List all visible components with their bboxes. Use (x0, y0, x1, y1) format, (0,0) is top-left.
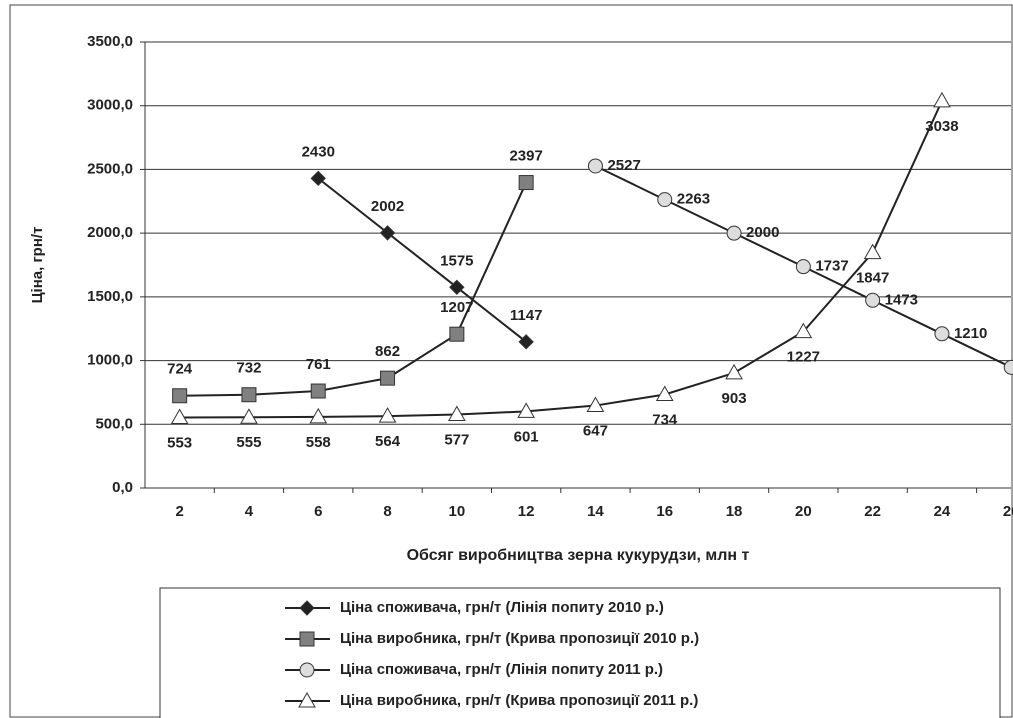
square-marker (299, 631, 315, 647)
data-label: 2527 (607, 157, 640, 174)
diamond-marker (310, 170, 326, 187)
triangle-marker (863, 243, 882, 260)
data-label: 1473 (885, 291, 918, 308)
square-marker (380, 370, 396, 386)
x-tick-label: 24 (934, 503, 951, 520)
x-tick-label: 14 (587, 503, 604, 520)
data-label: 734 (652, 411, 678, 428)
y-tick-label: 0,0 (112, 479, 133, 496)
data-label: 647 (583, 423, 608, 440)
circle-marker (587, 158, 603, 174)
triangle-marker (240, 408, 258, 424)
x-tick-label: 22 (864, 503, 881, 520)
y-tick-label: 2000,0 (87, 224, 133, 241)
legend-label: Ціна виробника, грн/т (Крива пропозиції … (340, 692, 698, 709)
x-tick-label: 16 (656, 503, 673, 520)
circle-marker (657, 192, 673, 208)
triangle-marker (170, 408, 189, 425)
x-tick-label: 10 (449, 503, 466, 520)
data-label: 577 (444, 431, 469, 448)
x-tick-label: 2 (175, 503, 183, 520)
data-label: 2002 (371, 198, 404, 215)
triangle-marker (378, 407, 397, 423)
x-tick-label: 20 (795, 503, 812, 520)
data-label: 761 (306, 356, 331, 373)
y-tick-label: 3000,0 (87, 97, 133, 114)
legend (159, 587, 1001, 718)
data-label: 1207 (440, 299, 473, 316)
y-tick-label: 500,0 (95, 415, 133, 432)
data-label: 732 (236, 360, 261, 377)
circle-marker (795, 259, 811, 275)
data-label: 2263 (677, 191, 710, 208)
data-label: 555 (236, 434, 261, 451)
triangle-marker (586, 396, 605, 413)
circle-marker (299, 662, 315, 678)
triangle-marker (655, 385, 674, 401)
circle-marker (726, 225, 742, 241)
data-label: 1210 (954, 325, 987, 342)
data-label: 2430 (302, 143, 335, 160)
triangle-marker (517, 402, 536, 418)
x-tick-label: 6 (314, 503, 322, 520)
data-label: 1847 (856, 270, 889, 287)
diamond-marker (299, 600, 315, 616)
triangle-marker (725, 363, 743, 380)
series-line (179, 182, 528, 397)
x-tick-label: 12 (518, 503, 535, 520)
data-label: 1227 (787, 349, 820, 366)
data-label: 1147 (510, 307, 543, 324)
series-line (317, 177, 527, 343)
data-label: 2000 (746, 224, 779, 241)
series-line (179, 100, 943, 419)
triangle-marker (794, 322, 813, 339)
data-label: 724 (167, 361, 193, 378)
legend-label: Ціна споживача, грн/т (Лінія попиту 2011… (340, 661, 663, 678)
triangle-marker (309, 407, 328, 424)
diamond-marker (518, 334, 534, 350)
diamond-marker (379, 225, 396, 241)
square-marker (241, 387, 257, 403)
x-tick-label: 18 (726, 503, 743, 520)
data-label: 601 (514, 428, 539, 445)
circle-marker (865, 292, 881, 308)
legend-label: Ціна споживача, грн/т (Лінія попиту 2010… (340, 599, 664, 616)
circle-marker (1003, 359, 1013, 375)
circle-marker (934, 326, 950, 342)
y-axis-title: Ціна, грн/т (29, 227, 46, 304)
x-tick-label: 26 (1003, 503, 1013, 520)
data-label: 2397 (509, 148, 542, 165)
square-marker (449, 326, 465, 342)
y-tick-label: 1500,0 (87, 288, 133, 305)
triangle-marker (447, 405, 466, 421)
data-label: 558 (306, 434, 331, 451)
y-tick-label: 2500,0 (87, 160, 133, 177)
diamond-marker (449, 279, 465, 296)
x-tick-label: 4 (245, 503, 254, 520)
square-marker (172, 388, 188, 404)
data-label: 564 (375, 433, 401, 450)
data-label: 903 (722, 390, 747, 407)
y-tick-label: 1000,0 (87, 352, 133, 369)
data-label: 1737 (815, 258, 848, 275)
data-label: 1575 (440, 252, 473, 269)
x-axis-title: Обсяг виробництва зерна кукурудзи, млн т (407, 547, 750, 564)
data-label: 553 (167, 435, 192, 452)
square-marker (310, 383, 326, 399)
legend-label: Ціна виробника, грн/т (Крива пропозиції … (340, 630, 699, 647)
data-label: 3038 (925, 118, 958, 135)
data-label: 862 (375, 343, 400, 360)
y-tick-label: 3500,0 (87, 33, 133, 50)
square-marker (518, 175, 534, 191)
triangle-marker (933, 91, 951, 108)
triangle-marker (298, 691, 316, 708)
x-tick-label: 8 (383, 503, 391, 520)
